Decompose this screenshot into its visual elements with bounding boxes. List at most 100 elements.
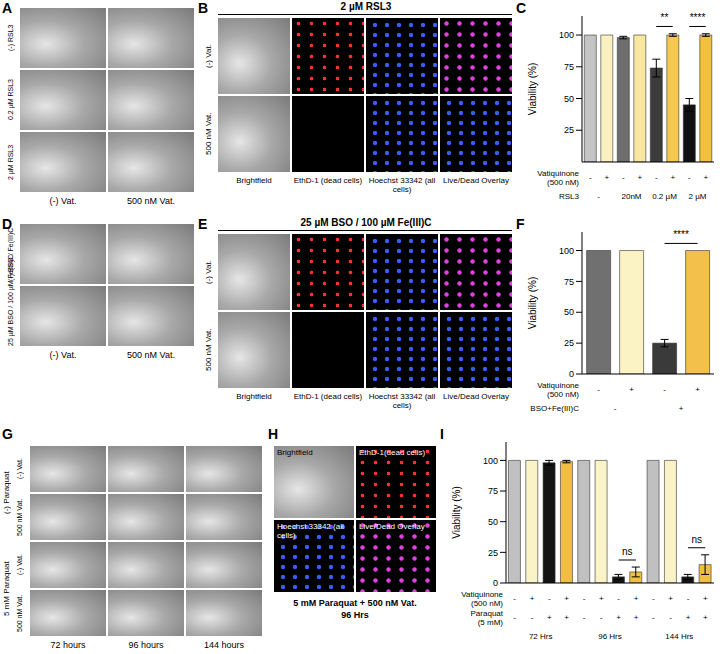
html-text:(-) Vat.: (-) Vat.: [49, 196, 77, 206]
svg-text:****: ****: [690, 12, 706, 23]
svg-text:50: 50: [564, 94, 574, 104]
svg-text:+: +: [637, 173, 642, 182]
svg-text:144 Hrs: 144 Hrs: [665, 632, 693, 641]
html-text:5 mM Paraquat + 500 nM Vat.: 5 mM Paraquat + 500 nM Vat.: [293, 598, 417, 608]
svg-text:Vatiquinone(500 nM): Vatiquinone(500 nM): [537, 169, 579, 187]
svg-text:50: 50: [488, 517, 498, 527]
html-text:Brightfield: Brightfield: [236, 176, 272, 185]
svg-text:72 Hrs: 72 Hrs: [529, 632, 553, 641]
svg-text:RSL3: RSL3: [559, 192, 580, 201]
svg-text:25: 25: [564, 338, 574, 348]
html-text:96 Hrs: 96 Hrs: [341, 610, 369, 620]
svg-text:-: -: [617, 594, 620, 603]
svg-text:+: +: [547, 613, 552, 622]
html-text:500 nM Vat.: 500 nM Vat.: [204, 112, 213, 156]
html-text:144 hours: 144 hours: [204, 640, 244, 650]
svg-text:ns: ns: [622, 546, 633, 557]
svg-text:25: 25: [564, 125, 574, 135]
html-text:A: A: [2, 0, 13, 16]
html-text:(-) Vat.: (-) Vat.: [204, 44, 213, 68]
svg-text:-: -: [597, 192, 600, 201]
html-text:B: B: [198, 0, 209, 16]
svg-text:-: -: [583, 613, 586, 622]
html-text:25 µM BSO / 100 µM Fe(III)C: 25 µM BSO / 100 µM Fe(III)C: [300, 217, 432, 228]
html-text:H: H: [268, 426, 279, 442]
svg-text:-: -: [687, 594, 690, 603]
svg-text:+: +: [703, 594, 708, 603]
svg-text:+: +: [599, 594, 604, 603]
svg-text:20nM: 20nM: [621, 192, 641, 201]
html-text:500 nM Vat.: 500 nM Vat.: [127, 196, 175, 206]
svg-text:+: +: [604, 173, 609, 182]
svg-text:+: +: [679, 404, 684, 413]
svg-text:-: -: [513, 594, 516, 603]
svg-text:-: -: [589, 173, 592, 182]
svg-text:-: -: [600, 613, 603, 622]
svg-text:-: -: [669, 613, 672, 622]
html-text:E: E: [198, 216, 208, 232]
svg-text:-: -: [652, 613, 655, 622]
svg-text:+: +: [634, 613, 639, 622]
html-text:(-) Vat.: (-) Vat.: [49, 350, 77, 360]
svg-text:+: +: [634, 594, 639, 603]
html-text:C: C: [516, 0, 527, 16]
svg-text:ns: ns: [691, 534, 702, 545]
svg-text:Viability (%): Viability (%): [527, 277, 538, 330]
svg-text:+: +: [670, 173, 675, 182]
html-text:96 hours: 96 hours: [128, 640, 164, 650]
svg-text:2 µM: 2 µM: [689, 192, 707, 201]
svg-text:96 Hrs: 96 Hrs: [598, 632, 622, 641]
svg-text:0.2 µM: 0.2 µM: [652, 192, 677, 201]
svg-text:75: 75: [564, 277, 574, 287]
svg-text:Paraquat(5 mM): Paraquat(5 mM): [471, 609, 504, 627]
svg-text:25: 25: [488, 548, 498, 558]
svg-text:BSO+Fe(III)C: BSO+Fe(III)C: [530, 404, 579, 413]
svg-text:+: +: [530, 594, 535, 603]
html-text:D: D: [2, 216, 13, 232]
svg-text:+: +: [695, 385, 700, 394]
svg-text:-: -: [513, 613, 516, 622]
svg-text:-: -: [597, 385, 600, 394]
svg-text:0: 0: [569, 369, 574, 379]
html-text:Hoechst 33342 (all cells): Hoechst 33342 (all cells): [277, 522, 344, 540]
svg-text:-: -: [663, 385, 666, 394]
svg-text:+: +: [616, 613, 621, 622]
svg-text:+: +: [703, 173, 708, 182]
html-text:72 hours: 72 hours: [50, 640, 86, 650]
svg-text:+: +: [686, 613, 691, 622]
svg-text:-: -: [531, 613, 534, 622]
svg-text:-: -: [548, 594, 551, 603]
html-text:Hoechst 33342 (all cells): Hoechst 33342 (all cells): [368, 392, 436, 411]
svg-text:Vatiquinone(500 nM): Vatiquinone(500 nM): [461, 590, 503, 608]
html-text:2 µM RSL3: 2 µM RSL3: [340, 1, 392, 12]
svg-text:-: -: [655, 173, 658, 182]
svg-text:**: **: [661, 12, 669, 23]
svg-text:-: -: [622, 173, 625, 182]
html-text:(-) Vat.: (-) Vat.: [204, 260, 213, 284]
svg-text:Viability (%): Viability (%): [527, 63, 538, 116]
html-text:Hoechst 33342 (all cells): Hoechst 33342 (all cells): [368, 176, 436, 195]
svg-text:75: 75: [564, 62, 574, 72]
svg-text:-: -: [583, 594, 586, 603]
svg-text:-: -: [688, 173, 691, 182]
svg-text:100: 100: [559, 30, 574, 40]
svg-text:-: -: [652, 594, 655, 603]
svg-text:+: +: [668, 594, 673, 603]
svg-text:75: 75: [488, 486, 498, 496]
svg-text:50: 50: [564, 307, 574, 317]
svg-text:0: 0: [493, 578, 498, 588]
html-text:Live/Dead Overlay: Live/Dead Overlay: [443, 176, 509, 185]
svg-text:****: ****: [673, 229, 689, 240]
svg-text:-: -: [614, 404, 617, 413]
svg-text:+: +: [703, 613, 708, 622]
svg-text:Viability (%): Viability (%): [451, 486, 462, 539]
html-text:G: G: [2, 426, 13, 442]
svg-text:Vatiquinone(500 nM): Vatiquinone(500 nM): [537, 381, 579, 399]
html-text:500 nM Vat.: 500 nM Vat.: [127, 350, 175, 360]
svg-text:+: +: [629, 385, 634, 394]
svg-text:100: 100: [559, 246, 574, 256]
svg-text:100: 100: [483, 456, 498, 466]
html-text:EthD-1 (dead cells): EthD-1 (dead cells): [293, 176, 363, 185]
svg-text:+: +: [564, 594, 569, 603]
svg-text:+: +: [564, 613, 569, 622]
